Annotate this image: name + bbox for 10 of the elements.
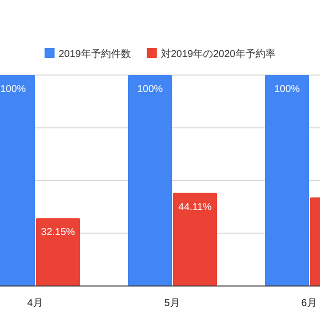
- legend-label: 2019年予約件数: [58, 48, 131, 60]
- data-label: 100%: [274, 84, 300, 95]
- data-label: 44.11%: [178, 202, 212, 213]
- data-label: 100%: [0, 84, 26, 95]
- data-label: 32.15%: [41, 227, 76, 238]
- legend-label: 対2019年の2020年予約率: [160, 48, 276, 60]
- x-tick-label: 5月: [164, 298, 180, 309]
- x-tick-label: 6月: [301, 298, 317, 309]
- x-tick-label: 4月: [27, 298, 43, 309]
- data-label: 100%: [137, 84, 163, 95]
